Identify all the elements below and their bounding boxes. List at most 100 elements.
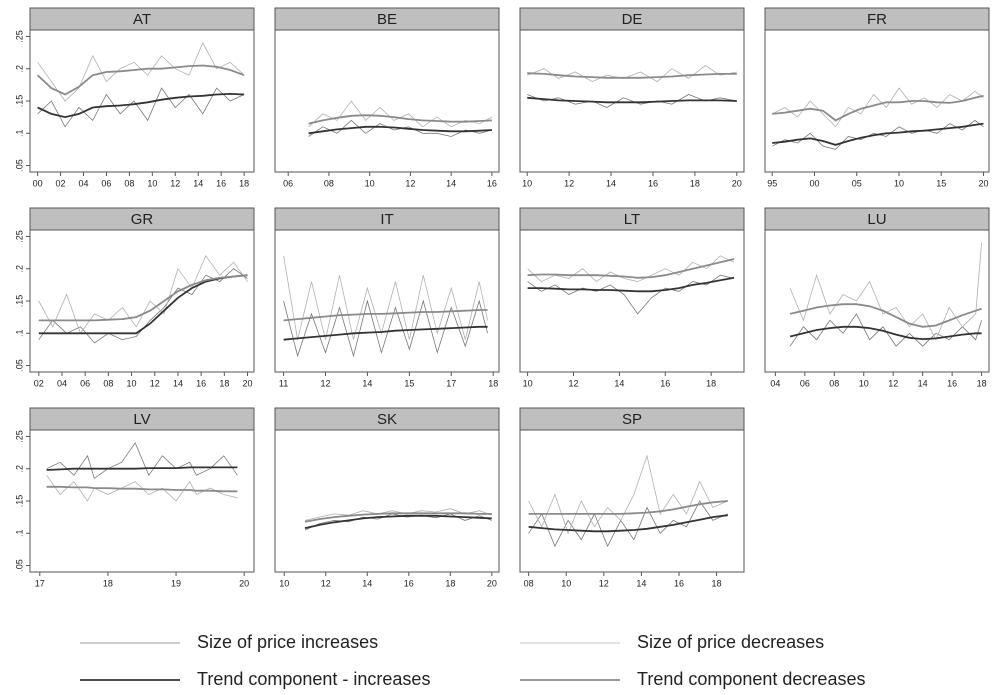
series-line [37, 87, 245, 128]
series-line [283, 309, 488, 322]
x-tick-label: 12 [888, 378, 898, 388]
x-tick-label: 11 [279, 378, 288, 388]
x-tick-label: 12 [170, 178, 180, 188]
y-tick-label: .15 [14, 95, 24, 108]
series-line [46, 466, 238, 471]
series-line [527, 96, 737, 104]
series-line [772, 94, 984, 122]
x-tick-label: 12 [564, 178, 574, 188]
x-tick-label: 20 [978, 178, 988, 188]
x-tick-label: 06 [80, 378, 90, 388]
x-tick-label: 08 [324, 178, 334, 188]
plot-area [29, 429, 255, 573]
y-tick-label: .05 [14, 159, 24, 172]
series-line [46, 442, 238, 480]
panel-title: GR [131, 211, 154, 228]
x-tick-label: 18 [239, 178, 249, 188]
x-tick-label: 16 [404, 578, 414, 588]
x-tick-label: 08 [829, 378, 839, 388]
x-tick-label: 06 [283, 178, 293, 188]
legend-label: Size of price decreases [637, 632, 824, 652]
x-tick-label: 18 [977, 378, 987, 388]
x-tick-label: 20 [239, 578, 249, 588]
x-tick-label: 18 [445, 578, 455, 588]
x-tick-label: 00 [33, 178, 43, 188]
x-tick-label: 16 [674, 578, 684, 588]
plot-area [29, 29, 255, 173]
y-tick-label: .1 [14, 130, 24, 138]
y-tick-label: .1 [14, 530, 24, 538]
y-tick-label: .15 [14, 295, 24, 308]
series-line [36, 64, 245, 96]
x-tick-label: 16 [947, 378, 957, 388]
x-tick-label: 10 [365, 178, 375, 188]
x-tick-label: 08 [524, 578, 534, 588]
legend-label: Trend component - increases [197, 669, 430, 689]
x-tick-label: 10 [894, 178, 904, 188]
panel: IT 11 12 14 15 17 18 [274, 207, 500, 388]
panel: GR 02 04 06 08 10 12 14 16 18 20 .05 .1 .15 .2 .25 [14, 207, 255, 388]
series-line [283, 325, 488, 341]
legend-label: Trend component decreases [637, 669, 865, 689]
x-tick-label: 17 [446, 378, 456, 388]
x-tick-label: 16 [196, 378, 206, 388]
plot-area [519, 229, 745, 373]
y-tick-label: .2 [14, 65, 24, 73]
x-tick-label: 18 [488, 378, 498, 388]
x-tick-label: 16 [216, 178, 226, 188]
panel-title: FR [867, 11, 887, 28]
series-line [308, 125, 492, 135]
x-tick-label: 19 [171, 578, 181, 588]
x-tick-label: 12 [599, 578, 609, 588]
panel: SK 10 12 14 16 18 20 [274, 407, 500, 588]
series-line [304, 512, 492, 523]
x-tick-label: 02 [56, 178, 66, 188]
panel: LV 17 18 19 20 .05 .1 .15 .2 .25 [14, 407, 255, 588]
x-tick-label: 20 [732, 178, 742, 188]
series-line [38, 274, 248, 322]
x-tick-label: 04 [770, 378, 780, 388]
x-tick-label: 17 [35, 578, 45, 588]
x-tick-label: 12 [321, 378, 331, 388]
x-tick-label: 08 [124, 178, 134, 188]
plot-area [29, 229, 255, 373]
plot-area [274, 429, 500, 573]
x-tick-label: 18 [706, 378, 716, 388]
y-tick-label: .15 [14, 495, 24, 508]
x-tick-label: 14 [918, 378, 928, 388]
series-line [46, 485, 238, 493]
x-tick-label: 04 [78, 178, 88, 188]
x-tick-label: 18 [712, 578, 722, 588]
panel: SP 08 10 12 14 16 18 [519, 407, 745, 588]
panel-title: BE [377, 11, 397, 28]
panel-title: AT [133, 11, 151, 28]
x-tick-label: 95 [767, 178, 777, 188]
x-tick-label: 04 [57, 378, 67, 388]
y-tick-label: .1 [14, 330, 24, 338]
y-tick-label: .25 [14, 430, 24, 443]
x-tick-label: 14 [636, 578, 646, 588]
x-tick-label: 14 [173, 378, 183, 388]
x-tick-label: 18 [103, 578, 113, 588]
series-line [772, 122, 984, 146]
x-tick-label: 06 [101, 178, 111, 188]
panel-title: LT [624, 211, 640, 228]
panel-title: SK [377, 411, 397, 428]
x-tick-label: 14 [362, 578, 372, 588]
plot-area [274, 29, 500, 173]
panel: DE 10 12 14 16 18 20 [519, 7, 745, 188]
series-line [789, 313, 982, 347]
x-tick-label: 05 [852, 178, 862, 188]
panel-title: LV [133, 411, 150, 428]
plot-area [764, 229, 990, 373]
series-line [527, 258, 735, 279]
x-tick-label: 10 [279, 578, 289, 588]
plot-area [764, 29, 990, 173]
x-tick-label: 08 [103, 378, 113, 388]
x-tick-label: 06 [800, 378, 810, 388]
series-line [772, 87, 984, 128]
panel-title: SP [622, 411, 642, 428]
x-tick-label: 10 [859, 378, 869, 388]
panel-title: IT [380, 211, 393, 228]
y-tick-label: .2 [14, 265, 24, 273]
